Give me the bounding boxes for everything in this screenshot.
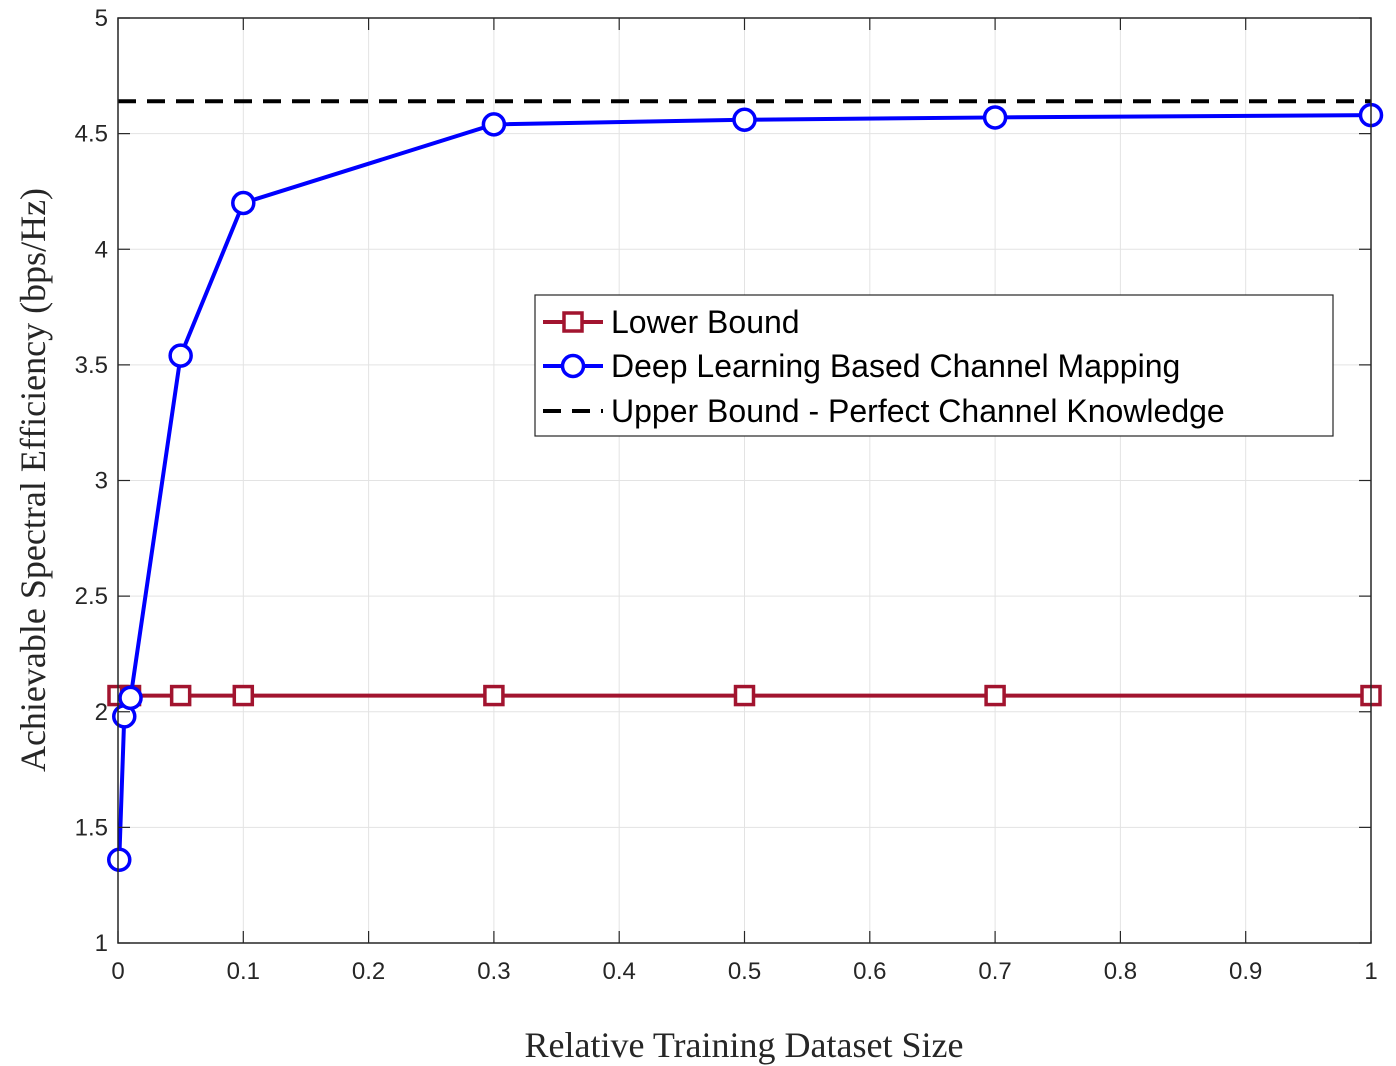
series-layer — [107, 99, 1384, 872]
x-axis-title: Relative Training Dataset Size — [525, 1025, 964, 1065]
x-tick-label: 0.5 — [728, 958, 761, 985]
data-point — [118, 685, 143, 711]
y-tick-label: 4.5 — [75, 121, 108, 148]
data-point — [231, 190, 256, 216]
y-tick-label: 3.5 — [75, 352, 108, 379]
data-point — [169, 684, 192, 707]
x-tick-label: 0.2 — [352, 958, 385, 985]
legend-entries: Lower Bound Deep Learning Based Channel M… — [543, 304, 1225, 429]
legend-entry: Upper Bound - Perfect Channel Knowledge — [543, 393, 1225, 429]
y-tick-label: 2.5 — [75, 583, 108, 610]
x-tick-label: 0.9 — [1229, 958, 1262, 985]
data-point — [733, 684, 756, 707]
legend-entry: Lower Bound — [543, 304, 800, 340]
data-point — [982, 105, 1008, 130]
x-tick-label: 0.7 — [978, 958, 1011, 985]
tick-labels: 0 0.1 0.2 0.3 0.4 0.5 0.6 0.7 0.8 0.9 1 1 1.5 2 2.5 3 3.… — [75, 5, 1378, 985]
data-point — [481, 112, 507, 137]
legend: Lower Bound Deep Learning Based Channel M… — [534, 294, 1334, 437]
legend-swatch-marker — [562, 311, 584, 333]
legend-label: Deep Learning Based Channel Mapping — [611, 348, 1180, 384]
y-tick-label: 5 — [95, 5, 108, 32]
legend-label: Lower Bound — [611, 304, 800, 340]
x-tick-label: 1 — [1364, 958, 1377, 985]
x-tick-label: 0 — [111, 958, 124, 985]
data-point — [232, 684, 255, 707]
y-tick-label: 1.5 — [75, 814, 108, 841]
y-tick-label: 1 — [95, 930, 108, 957]
data-point — [107, 847, 132, 872]
legend-swatch-marker — [560, 353, 586, 379]
x-tick-label: 0.1 — [227, 958, 260, 985]
x-tick-label: 0.8 — [1104, 958, 1137, 985]
legend-label: Upper Bound - Perfect Channel Knowledge — [611, 393, 1225, 429]
data-point — [732, 107, 757, 132]
ticks — [117, 17, 1372, 944]
y-tick-label: 3 — [95, 468, 108, 495]
x-tick-label: 0.6 — [853, 958, 886, 985]
data-point — [168, 343, 193, 368]
y-axis-title: Achievable Spectral Efficiency (bps/Hz) — [13, 188, 53, 772]
legend-box — [534, 294, 1334, 437]
x-tick-label: 0.4 — [603, 958, 636, 985]
y-tick-label: 2 — [95, 699, 108, 726]
x-tick-label: 0.3 — [477, 958, 510, 985]
data-point — [984, 684, 1006, 707]
legend-entry: Deep Learning Based Channel Mapping — [543, 348, 1180, 384]
series-1 — [107, 102, 1384, 872]
data-point — [483, 684, 505, 707]
y-tick-label: 4 — [95, 236, 108, 263]
